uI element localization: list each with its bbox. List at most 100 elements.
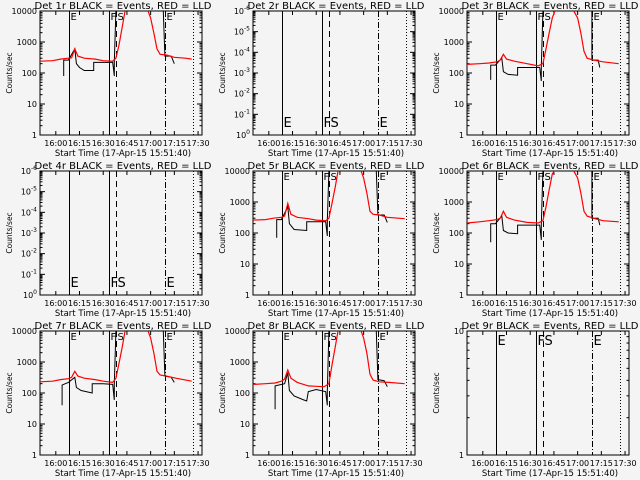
x-tick-label: 16:45 [115, 299, 138, 308]
x-tick-label: 16:45 [328, 139, 351, 148]
marker-letter: E [498, 334, 506, 349]
x-tick-label: 16:45 [115, 459, 138, 468]
x-tick-label: 16:30 [519, 459, 542, 468]
y-tick-label: 1000 [230, 358, 250, 367]
y-tick-label: 1 [459, 291, 464, 300]
y-axis-label: Counts/sec [5, 52, 14, 93]
marker-letter: F [538, 12, 544, 23]
lld-series-line [467, 171, 619, 224]
marker-letter: E [380, 172, 386, 183]
y-tick-label: 10 [240, 260, 250, 269]
marker-letter: F [111, 276, 118, 291]
panel-title: Det 9r BLACK = Events, RED = LLD [462, 321, 639, 332]
x-tick-label: 17:15 [163, 139, 186, 148]
y-tick-label: 10-6 [21, 165, 37, 176]
x-tick-label: 16:30 [92, 299, 115, 308]
y-tick-label: 100 [449, 69, 464, 78]
x-tick-label: 17:30 [187, 139, 210, 148]
x-tick-label: 16:30 [92, 459, 115, 468]
y-tick-label: 100 [235, 389, 250, 398]
marker-letter: E [71, 276, 79, 291]
y-tick-label: 10000 [225, 167, 250, 176]
marker-letter: E [594, 172, 600, 183]
marker-letter: S [545, 12, 551, 23]
x-tick-label: 17:00 [352, 299, 375, 308]
panel-title: Det 5r BLACK = Events, RED = LLD [248, 161, 425, 172]
marker-letter: F [111, 12, 117, 23]
x-tick-label: 16:30 [305, 459, 328, 468]
marker-letter: E [284, 116, 292, 131]
x-axis-label: Start Time (17-Apr-15 15:51:40) [482, 469, 618, 479]
x-tick-label: 17:15 [376, 299, 399, 308]
marker-letter: F [111, 332, 117, 343]
y-tick-label: 10 [240, 420, 250, 429]
x-tick-label: 17:30 [187, 459, 210, 468]
x-tick-label: 16:30 [305, 139, 328, 148]
x-tick-label: 16:00 [471, 139, 494, 148]
x-axis-label: Start Time (17-Apr-15 15:51:40) [482, 149, 618, 159]
x-tick-label: 17:30 [187, 299, 210, 308]
marker-letter: E [594, 334, 602, 349]
x-tick-label: 17:00 [139, 299, 162, 308]
y-tick-label: 10 [27, 420, 37, 429]
marker-letter: F [538, 334, 545, 349]
series-group [253, 331, 405, 410]
y-tick-label: 100 [23, 289, 37, 300]
y-tick-label: 10000 [12, 7, 37, 16]
y-tick-label: 1 [459, 131, 464, 140]
marker-letter: E [167, 276, 175, 291]
y-tick-label: 10-1 [234, 108, 250, 119]
marker-letter: S [118, 332, 124, 343]
y-tick-label: 10 [27, 100, 37, 109]
x-tick-label: 16:15 [281, 139, 304, 148]
x-tick-label: 16:15 [495, 459, 518, 468]
lld-series-line [40, 11, 192, 62]
x-tick-label: 17:00 [566, 459, 589, 468]
y-tick-label: 1000 [444, 198, 464, 207]
events-series-line [274, 331, 388, 410]
x-tick-label: 17:00 [139, 459, 162, 468]
lld-series-line [40, 331, 192, 384]
marker-letter: E [498, 172, 504, 183]
y-tick-label: 100 [235, 229, 250, 238]
y-tick-label: 100 [22, 389, 37, 398]
marker-letter: S [545, 334, 553, 349]
y-tick-label: 10-2 [234, 88, 250, 99]
x-tick-label: 17:30 [614, 299, 637, 308]
x-tick-label: 17:30 [400, 139, 423, 148]
y-tick-label: 10-3 [21, 227, 37, 238]
series-group [253, 171, 405, 238]
y-tick-label: 10-4 [234, 46, 250, 57]
y-tick-label: 1000 [230, 198, 250, 207]
y-tick-label: 100 [236, 129, 250, 140]
x-tick-label: 16:00 [257, 139, 280, 148]
x-tick-label: 16:30 [519, 139, 542, 148]
plot-frame [466, 10, 630, 136]
x-axis-label: Start Time (17-Apr-15 15:51:40) [268, 469, 404, 479]
lld-series-line [253, 331, 405, 388]
marker-letter: S [118, 12, 124, 23]
x-tick-label: 16:00 [44, 139, 67, 148]
y-tick-label: 1 [32, 131, 37, 140]
marker-letter: E [380, 332, 386, 343]
y-tick-label: 10-5 [21, 186, 37, 197]
plot-frame [39, 330, 203, 456]
events-series-line [61, 331, 175, 406]
lld-series-line [253, 171, 405, 222]
x-tick-label: 16:15 [281, 459, 304, 468]
x-tick-label: 16:45 [115, 139, 138, 148]
y-tick-label: 10000 [439, 167, 464, 176]
marker-letter: S [331, 172, 337, 183]
y-tick-label: 10 [454, 260, 464, 269]
x-axis-label: Start Time (17-Apr-15 15:51:40) [268, 309, 404, 319]
x-tick-label: 16:15 [281, 299, 304, 308]
x-tick-label: 17:30 [614, 139, 637, 148]
y-axis-label: Counts/sec [218, 52, 227, 93]
x-axis-label: Start Time (17-Apr-15 15:51:40) [482, 309, 618, 319]
